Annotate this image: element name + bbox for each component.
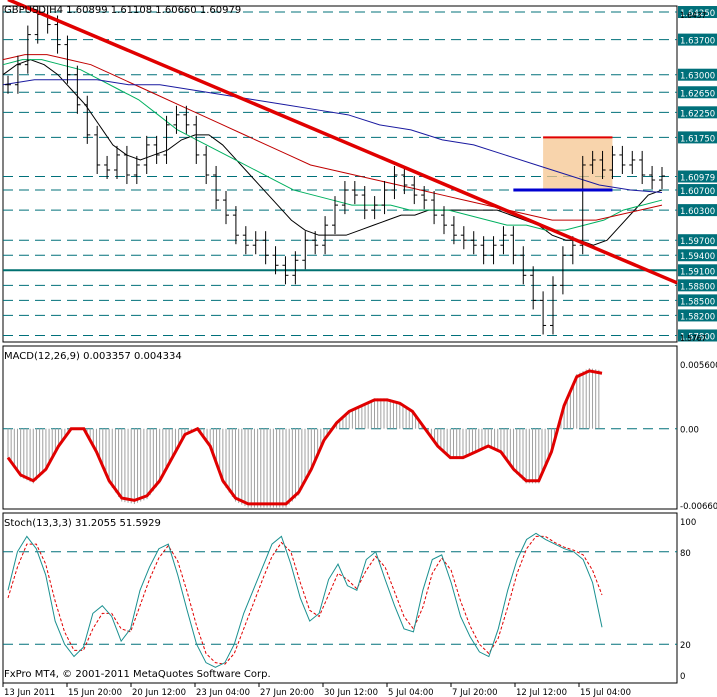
macd-pane-frame [2, 345, 678, 510]
price-tick-label: 1.60700 [680, 187, 715, 197]
downtrend-line [7, 0, 678, 285]
price-tick-bg [678, 6, 717, 19]
macd-signal-line [6, 369, 603, 506]
macd-tick-label: 0.00 [680, 426, 699, 436]
macd-tick-label: -0.006600 [680, 502, 717, 512]
price-tick-label: 1.60979 [680, 174, 715, 184]
macd-title: MACD(12,26,9) 0.003357 0.004334 [4, 351, 182, 362]
stoch-signal-line [7, 535, 603, 665]
macd-tick-label: 0.005600 [680, 361, 717, 371]
price-top-label: 1.6437 [680, 11, 706, 20]
stochastic-title: Stoch(13,3,3) 31.2055 51.5929 [4, 518, 161, 529]
price-tick-bg [678, 131, 717, 144]
price-tick-label: 1.59700 [680, 237, 715, 247]
time-tick-label: 20 Jun 12:00 [132, 688, 186, 697]
price-tick-bg [678, 329, 717, 342]
price-tick-label: 1.59400 [680, 252, 715, 262]
stoch-tick-label: 20 [680, 641, 691, 651]
moving-average-3 [2, 79, 663, 194]
price-tick-label: 1.58800 [680, 282, 715, 292]
price-bottom-label: 1.5767 [680, 334, 706, 343]
time-tick-label: 12 Jul 12:00 [516, 688, 567, 697]
price-tick-label: 1.58200 [680, 312, 715, 322]
moving-average-2 [2, 54, 663, 221]
price-tick-bg [678, 204, 717, 217]
price-tick-bg [678, 184, 717, 197]
price-tick-label: 1.57800 [680, 332, 715, 342]
price-tick-bg [678, 234, 717, 247]
price-tick-label: 1.58500 [680, 297, 715, 307]
stoch-tick-label: 0 [680, 672, 685, 682]
price-tick-bg [678, 264, 717, 277]
moving-average-0 [2, 59, 663, 246]
price-tick-bg [678, 294, 717, 307]
price-tick-bg [678, 170, 717, 183]
time-tick-label: 13 Jun 2011 [4, 688, 55, 697]
price-tick-bg [678, 68, 717, 81]
price-tick-label: 1.62250 [680, 109, 715, 119]
stoch-pane-frame [2, 512, 678, 684]
price-tick-bg [678, 33, 717, 46]
stoch-main-line [7, 532, 603, 668]
price-chart-pane[interactable]: 1.64250 1.63700 1.63000 1.62650 1.62250 1.617… [2, 0, 717, 343]
time-tick-label: 15 Jun 20:00 [68, 688, 122, 697]
price-tick-bg [678, 279, 717, 292]
time-tick-label: 30 Jun 12:00 [324, 688, 378, 697]
price-pane-frame [2, 5, 678, 343]
stoch-tick-label: 80 [680, 549, 691, 559]
resistance-box [543, 137, 613, 191]
price-tick-label: 1.63700 [680, 37, 715, 47]
time-tick-label: 7 Jul 20:00 [452, 688, 498, 697]
price-tick-label: 1.62650 [680, 89, 715, 99]
stoch-tick-label: 100 [680, 518, 696, 528]
price-tick-label: 1.63000 [680, 72, 715, 82]
price-tick-bg [678, 309, 717, 322]
price-tick-label: 1.59100 [680, 267, 715, 277]
price-tick-label: 1.64250 [680, 9, 715, 19]
time-tick-label: 27 Jun 20:00 [260, 688, 314, 697]
price-chart-title: GBPUSD,H4 1.60899 1.61108 1.60660 1.6097… [4, 5, 241, 16]
price-tick-label: 1.60300 [680, 207, 715, 217]
price-tick-bg [678, 106, 717, 119]
stochastic-pane[interactable]: 100 80 20 0 [2, 512, 696, 684]
macd-pane[interactable]: 0.005600 0.00 -0.006600 [2, 345, 717, 512]
price-tick-bg [678, 86, 717, 99]
price-tick-label: 1.61750 [680, 134, 715, 144]
price-tick-bg [678, 249, 717, 262]
time-tick-label: 5 Jul 04:00 [388, 688, 434, 697]
time-axis: 13 Jun 2011 15 Jun 20:00 20 Jun 12:00 23 Ju… [2, 683, 631, 697]
time-tick-label: 15 Jul 04:00 [580, 688, 631, 697]
time-tick-label: 23 Jun 04:00 [196, 688, 250, 697]
copyright-label: FxPro MT4, © 2001-2011 MetaQuotes Softwa… [4, 669, 271, 680]
